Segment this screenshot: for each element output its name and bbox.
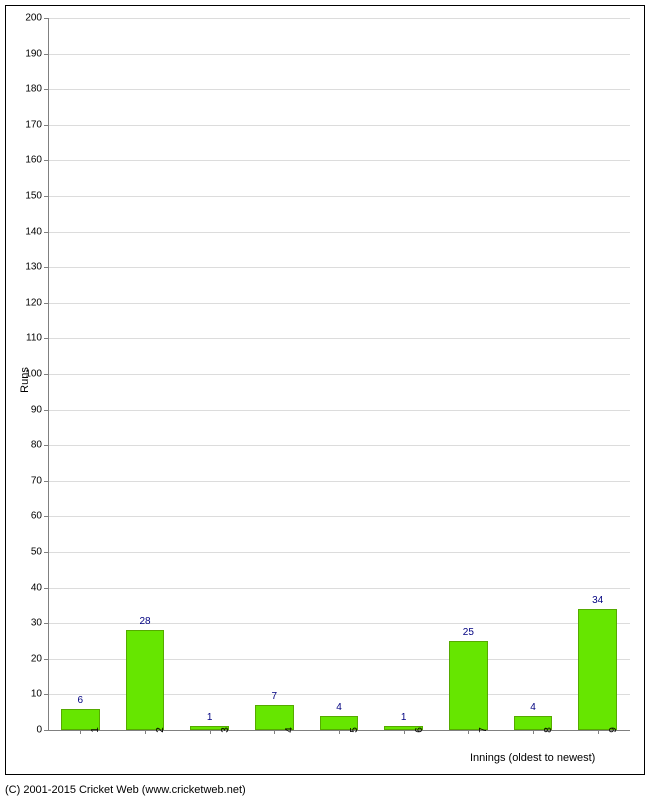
grid-line xyxy=(48,160,630,161)
grid-line xyxy=(48,516,630,517)
bar-value-label: 6 xyxy=(78,695,84,706)
grid-line xyxy=(48,89,630,90)
grid-line xyxy=(48,54,630,55)
x-tick-label: 2 xyxy=(145,727,166,733)
y-tick-label: 20 xyxy=(31,653,48,664)
y-tick-label: 0 xyxy=(36,725,48,736)
grid-line xyxy=(48,18,630,19)
y-tick-label: 180 xyxy=(25,84,48,95)
x-tick-label: 4 xyxy=(274,727,295,733)
bar-value-label: 1 xyxy=(401,712,407,723)
x-tick-label: 5 xyxy=(339,727,360,733)
grid-line xyxy=(48,196,630,197)
y-tick-label: 60 xyxy=(31,511,48,522)
grid-line xyxy=(48,588,630,589)
copyright-text: (C) 2001-2015 Cricket Web (www.cricketwe… xyxy=(5,784,246,796)
plot-area: 0102030405060708090100110120130140150160… xyxy=(48,18,630,730)
x-tick-label: 6 xyxy=(404,727,425,733)
bar-value-label: 1 xyxy=(207,712,213,723)
y-tick-label: 140 xyxy=(25,226,48,237)
y-tick-label: 190 xyxy=(25,48,48,59)
bar xyxy=(126,630,165,730)
bar-value-label: 28 xyxy=(139,616,150,627)
x-tick-label: 8 xyxy=(533,727,554,733)
y-tick-label: 40 xyxy=(31,582,48,593)
y-tick-label: 90 xyxy=(31,404,48,415)
y-tick-label: 120 xyxy=(25,297,48,308)
y-tick-label: 30 xyxy=(31,618,48,629)
x-tick-label: 9 xyxy=(598,727,619,733)
bar-value-label: 7 xyxy=(272,691,278,702)
grid-line xyxy=(48,410,630,411)
grid-line xyxy=(48,445,630,446)
grid-line xyxy=(48,125,630,126)
x-tick-label: 7 xyxy=(468,727,489,733)
y-axis-title: Runs xyxy=(19,367,31,393)
y-tick-label: 10 xyxy=(31,689,48,700)
grid-line xyxy=(48,232,630,233)
x-tick-label: 3 xyxy=(210,727,231,733)
bar-value-label: 34 xyxy=(592,595,603,606)
bar xyxy=(449,641,488,730)
y-tick-label: 130 xyxy=(25,262,48,273)
y-axis-line xyxy=(48,18,49,730)
grid-line xyxy=(48,338,630,339)
chart-container: 0102030405060708090100110120130140150160… xyxy=(0,0,650,800)
y-tick-label: 170 xyxy=(25,119,48,130)
x-axis-title: Innings (oldest to newest) xyxy=(470,752,595,764)
grid-line xyxy=(48,267,630,268)
grid-line xyxy=(48,623,630,624)
y-tick-label: 110 xyxy=(26,333,48,344)
y-tick-label: 200 xyxy=(25,13,48,24)
y-tick-label: 160 xyxy=(25,155,48,166)
bar-value-label: 4 xyxy=(530,702,536,713)
bar-value-label: 4 xyxy=(336,702,342,713)
x-tick-label: 1 xyxy=(80,727,101,733)
bar xyxy=(578,609,617,730)
y-tick-label: 80 xyxy=(31,440,48,451)
bar-value-label: 25 xyxy=(463,627,474,638)
y-tick-label: 150 xyxy=(25,191,48,202)
grid-line xyxy=(48,374,630,375)
grid-line xyxy=(48,481,630,482)
grid-line xyxy=(48,303,630,304)
grid-line xyxy=(48,552,630,553)
y-tick-label: 70 xyxy=(31,475,48,486)
y-tick-label: 50 xyxy=(31,547,48,558)
